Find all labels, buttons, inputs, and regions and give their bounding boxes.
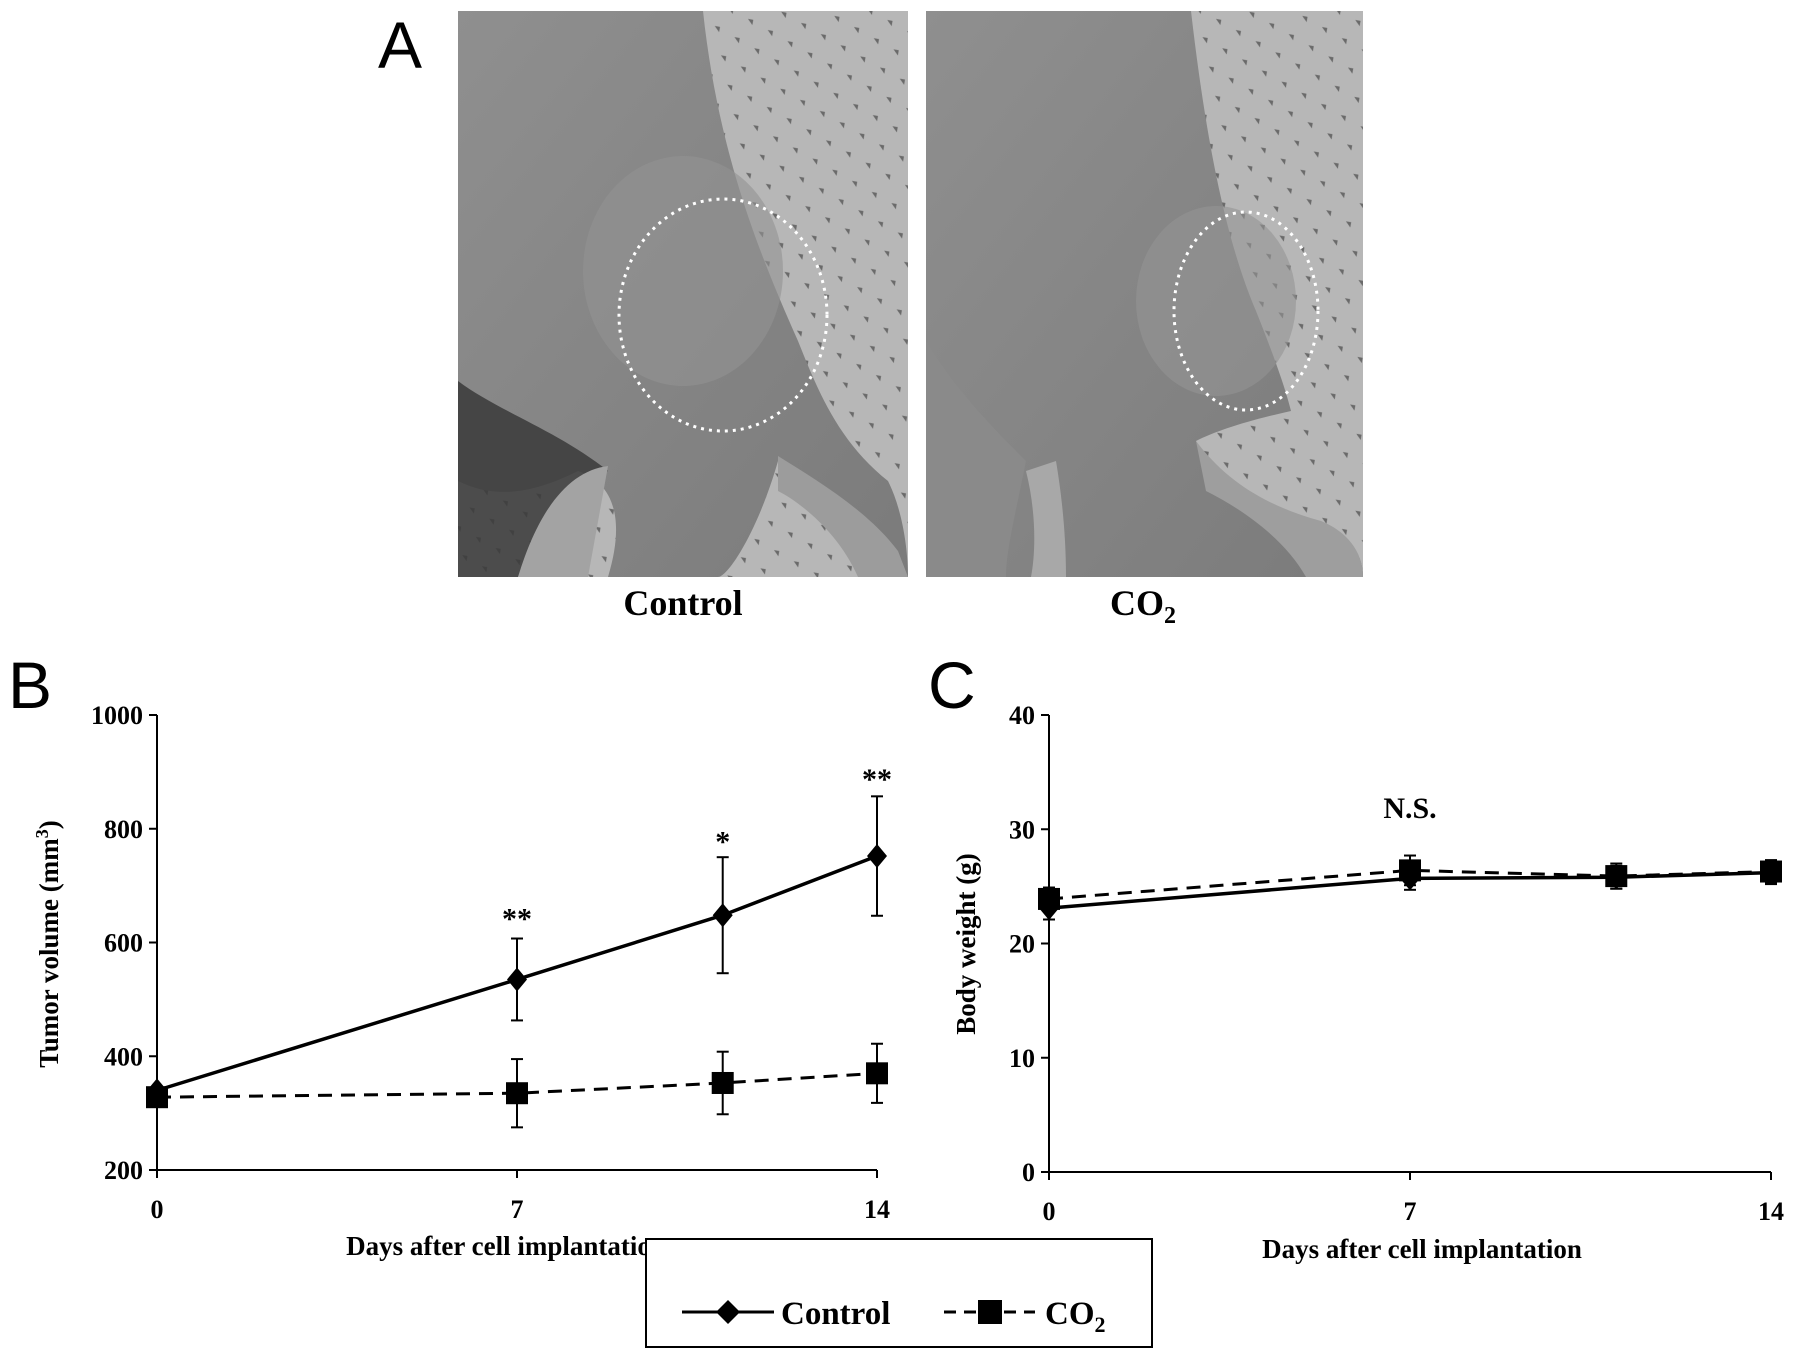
chart-c-xtick-label: 0 — [1043, 1197, 1056, 1226]
caption-control: Control — [623, 583, 742, 623]
legend-item-control: Control — [682, 1296, 890, 1332]
chart-b-ytick-label: 800 — [104, 815, 143, 844]
chart-c-ytick-label: 30 — [1009, 815, 1035, 844]
photo-co2 — [926, 11, 1363, 577]
legend-box — [645, 1238, 1153, 1348]
chart-c-ytick-label: 20 — [1009, 930, 1035, 959]
chart-b-control-point — [712, 903, 733, 928]
chart-b-ytick-label: 600 — [104, 929, 143, 958]
chart-b-xtick-label: 0 — [151, 1195, 164, 1224]
legend: Control CO2 — [645, 1238, 1153, 1348]
legend-control-diamond-icon — [716, 1300, 740, 1324]
chart-b-annotation: ** — [862, 763, 892, 796]
chart-c-ytick-label: 0 — [1022, 1158, 1035, 1187]
chart-c-xtick-label: 14 — [1758, 1197, 1784, 1226]
chart-c-ytick-label: 40 — [1009, 701, 1035, 730]
panel-b-letter: B — [8, 648, 52, 722]
chart-c-xlabel: Days after cell implantation — [1262, 1234, 1582, 1264]
chart-b-ylabel: Tumor volume (mm3) — [32, 820, 64, 1068]
chart-c-ylabel: Body weight (g) — [951, 853, 981, 1035]
chart-b-ytick-label: 1000 — [91, 701, 143, 730]
chart-b-co2-point — [711, 1071, 734, 1094]
chart-c-control-point — [1039, 896, 1059, 921]
chart-b-co2-point — [866, 1062, 888, 1085]
chart-c-control-point — [1400, 866, 1420, 891]
chart-b-control-point — [147, 1078, 167, 1103]
chart-c-body-weight: 0 10 20 30 40 0 7 14 N.S. — [1009, 701, 1784, 1226]
chart-b-ylabel-end: ) — [34, 820, 64, 829]
chart-c-ytick-label: 10 — [1009, 1044, 1035, 1073]
chart-b-xtick-label: 7 — [511, 1195, 524, 1224]
chart-b-control-point — [867, 844, 887, 869]
chart-b-control-point — [507, 967, 527, 992]
panel-a-letter: A — [378, 8, 422, 82]
chart-b-xtick-label: 14 — [864, 1195, 890, 1224]
chart-b-control-line — [156, 854, 878, 1093]
caption-co2: CO2 — [1110, 583, 1176, 629]
legend-control-label: Control — [781, 1296, 890, 1332]
chart-b-annotation: * — [715, 826, 730, 859]
panel-c-letter: C — [928, 648, 976, 722]
chart-c-xtick-label: 7 — [1404, 1197, 1417, 1226]
legend-item-co2: CO2 — [944, 1296, 1106, 1337]
chart-c-control-line — [1048, 870, 1772, 910]
chart-b-ylabel-superscript: 3 — [32, 829, 52, 838]
legend-co2-subscript: 2 — [1095, 1312, 1106, 1337]
chart-b-annotation: ** — [502, 902, 532, 935]
legend-co2-label: CO2 — [1045, 1296, 1106, 1337]
chart-c-control-point — [1761, 860, 1781, 885]
legend-co2-square-icon — [978, 1300, 1002, 1324]
chart-b-ytick-label: 400 — [104, 1042, 143, 1071]
caption-co2-subscript: 2 — [1164, 603, 1176, 629]
chart-b-co2-line — [156, 1071, 878, 1099]
chart-b-xlabel: Days after cell implantation — [346, 1231, 666, 1261]
chart-c-annotation: N.S. — [1383, 792, 1436, 825]
chart-b-co2-point — [506, 1082, 528, 1105]
photo-control — [458, 11, 908, 577]
chart-b-ytick-label: 200 — [104, 1156, 143, 1185]
chart-c-control-point — [1606, 865, 1627, 890]
